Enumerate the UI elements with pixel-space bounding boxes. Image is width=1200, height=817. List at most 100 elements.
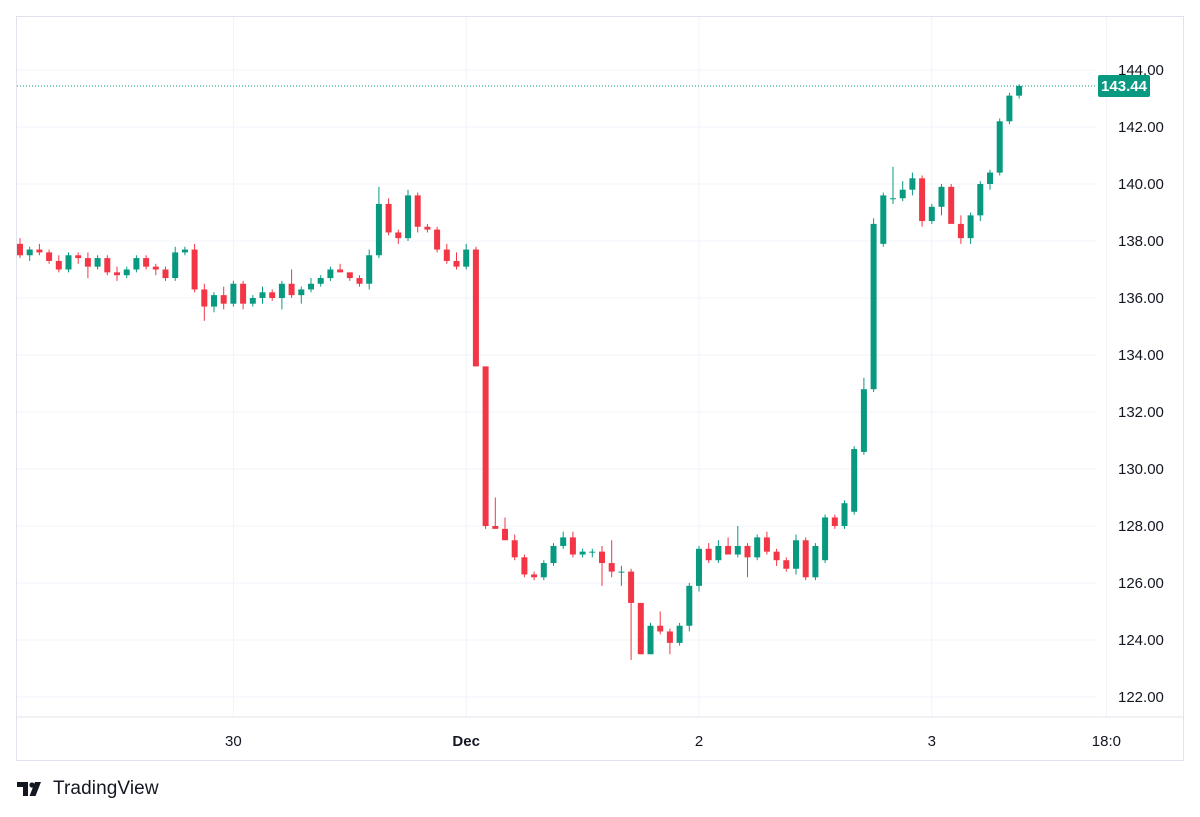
- candle-down[interactable]: [637, 602, 644, 655]
- candle-down[interactable]: [385, 203, 392, 233]
- candle-up[interactable]: [734, 545, 741, 555]
- candle-up[interactable]: [26, 249, 33, 256]
- candle-down[interactable]: [657, 625, 664, 632]
- candle-up[interactable]: [880, 195, 887, 244]
- candle-up[interactable]: [123, 269, 130, 276]
- candle-up[interactable]: [133, 258, 140, 270]
- candle-up[interactable]: [928, 206, 935, 222]
- candle-up[interactable]: [870, 223, 877, 390]
- candle-down[interactable]: [414, 195, 421, 227]
- candle-up[interactable]: [860, 389, 867, 452]
- candle-up[interactable]: [1006, 95, 1013, 122]
- candle-up[interactable]: [676, 625, 683, 643]
- candle-up[interactable]: [589, 551, 596, 553]
- candle-down[interactable]: [599, 551, 605, 564]
- candle-down[interactable]: [434, 229, 441, 250]
- candle-up[interactable]: [822, 517, 829, 561]
- candle-down[interactable]: [17, 243, 23, 256]
- candle-up[interactable]: [686, 585, 693, 626]
- candle-up[interactable]: [540, 563, 547, 578]
- candle-down[interactable]: [424, 226, 431, 230]
- candle-up[interactable]: [996, 121, 1003, 173]
- candle-down[interactable]: [191, 249, 198, 290]
- candle-down[interactable]: [220, 295, 227, 304]
- candle-down[interactable]: [114, 272, 120, 276]
- candle-up[interactable]: [715, 545, 722, 561]
- candle-up[interactable]: [851, 449, 858, 512]
- candle-up[interactable]: [211, 295, 217, 307]
- candle-down[interactable]: [783, 560, 790, 569]
- candle-up[interactable]: [317, 278, 324, 284]
- candle-up[interactable]: [647, 625, 654, 655]
- candle-up[interactable]: [375, 203, 382, 256]
- candle-down[interactable]: [744, 545, 751, 558]
- candle-up[interactable]: [899, 189, 906, 199]
- candle-down[interactable]: [725, 545, 732, 555]
- candle-down[interactable]: [482, 366, 489, 526]
- candle-up[interactable]: [308, 283, 314, 290]
- candle-up[interactable]: [909, 178, 916, 190]
- candle-up[interactable]: [812, 545, 819, 578]
- candle-down[interactable]: [919, 178, 926, 222]
- candle-down[interactable]: [492, 526, 499, 529]
- candle-down[interactable]: [55, 260, 62, 270]
- candle-down[interactable]: [75, 255, 82, 259]
- candle-up[interactable]: [405, 195, 411, 239]
- candle-down[interactable]: [36, 249, 43, 253]
- candle-up[interactable]: [696, 548, 702, 586]
- candle-up[interactable]: [172, 252, 179, 279]
- candle-up[interactable]: [977, 184, 984, 216]
- candle-up[interactable]: [938, 186, 945, 207]
- candle-down[interactable]: [288, 283, 295, 296]
- candle-down[interactable]: [356, 278, 363, 284]
- candle-up[interactable]: [967, 215, 974, 239]
- candle-down[interactable]: [948, 186, 955, 224]
- candle-down[interactable]: [346, 272, 353, 279]
- candle-up[interactable]: [249, 298, 256, 304]
- candle-down[interactable]: [502, 528, 508, 541]
- candle-up[interactable]: [230, 283, 237, 304]
- candle-down[interactable]: [162, 269, 169, 279]
- candle-down[interactable]: [628, 571, 635, 603]
- candle-down[interactable]: [269, 292, 276, 298]
- candle-down[interactable]: [666, 631, 673, 643]
- candle-up[interactable]: [1016, 85, 1023, 96]
- candle-down[interactable]: [143, 258, 150, 267]
- candle-up[interactable]: [327, 269, 334, 279]
- candle-up[interactable]: [618, 571, 625, 573]
- candle-down[interactable]: [84, 258, 91, 267]
- candle-down[interactable]: [511, 540, 518, 558]
- candle-up[interactable]: [890, 198, 896, 200]
- candle-down[interactable]: [472, 249, 479, 367]
- candle-down[interactable]: [104, 258, 111, 273]
- candle-up[interactable]: [278, 283, 285, 298]
- candle-up[interactable]: [65, 255, 72, 270]
- candle-down[interactable]: [201, 289, 208, 307]
- candle-up[interactable]: [560, 537, 567, 546]
- candle-up[interactable]: [793, 540, 799, 569]
- candle-down[interactable]: [705, 548, 712, 561]
- candle-down[interactable]: [569, 537, 576, 555]
- candle-up[interactable]: [841, 503, 848, 526]
- candle-up[interactable]: [94, 258, 101, 267]
- candle-down[interactable]: [46, 252, 53, 261]
- candle-down[interactable]: [763, 537, 770, 552]
- candle-up[interactable]: [298, 289, 305, 296]
- candle-down[interactable]: [957, 223, 964, 239]
- candle-down[interactable]: [240, 283, 247, 304]
- candle-down[interactable]: [531, 574, 538, 578]
- candle-down[interactable]: [337, 269, 344, 273]
- candle-up[interactable]: [754, 537, 761, 558]
- candle-down[interactable]: [608, 563, 615, 572]
- candle-up[interactable]: [463, 249, 470, 267]
- candle-down[interactable]: [521, 557, 528, 575]
- candle-down[interactable]: [802, 540, 809, 578]
- candle-down[interactable]: [831, 517, 838, 526]
- candle-up[interactable]: [181, 249, 188, 253]
- candle-down[interactable]: [152, 266, 159, 270]
- candle-up[interactable]: [550, 545, 557, 564]
- candle-down[interactable]: [773, 551, 780, 561]
- candle-down[interactable]: [443, 249, 450, 261]
- candle-up[interactable]: [579, 551, 586, 555]
